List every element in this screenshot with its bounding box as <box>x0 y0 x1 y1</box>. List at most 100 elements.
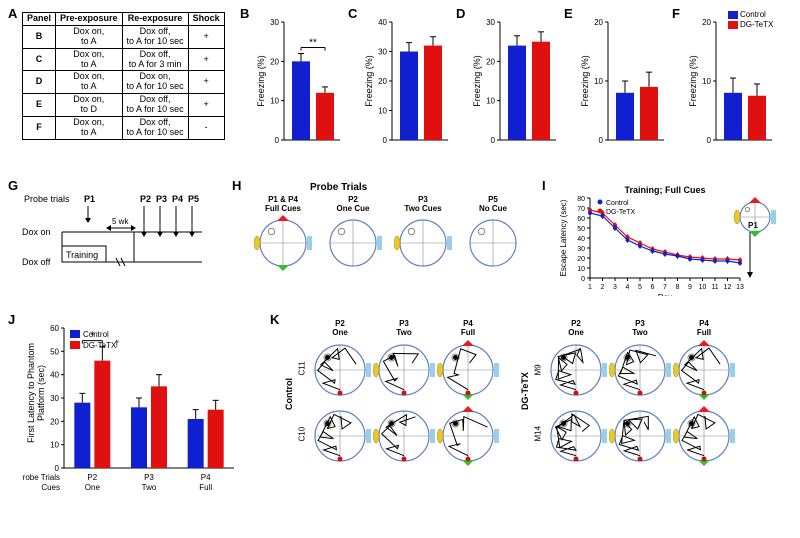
svg-text:0: 0 <box>599 136 604 145</box>
svg-text:13: 13 <box>736 284 744 291</box>
svg-text:8: 8 <box>676 284 680 291</box>
svg-text:One: One <box>85 483 101 492</box>
svg-text:Dox off: Dox off <box>22 257 51 267</box>
legend-bf: Control DG-TeTX <box>728 10 773 31</box>
svg-text:20: 20 <box>486 57 495 66</box>
svg-text:10: 10 <box>50 441 59 450</box>
panel-g-svg: Probe trials P1 P2 P3 P4 P5 Dox on Dox o… <box>22 190 212 280</box>
svg-text:0: 0 <box>491 136 496 145</box>
svg-text:0: 0 <box>275 136 280 145</box>
panel-g-diagram: Probe trials P1 P2 P3 P4 P5 Dox on Dox o… <box>22 190 212 280</box>
panel-a-label: A <box>8 6 17 21</box>
panel-i-label: I <box>542 178 546 193</box>
svg-text:30: 30 <box>50 394 59 403</box>
svg-text:Dox on: Dox on <box>22 227 51 237</box>
svg-text:Training; Full Cues: Training; Full Cues <box>624 185 705 195</box>
svg-text:P4: P4 <box>172 194 183 204</box>
svg-text:*: * <box>90 331 94 342</box>
svg-text:DG-TeTX: DG-TeTX <box>83 341 117 350</box>
svg-text:3: 3 <box>613 284 617 291</box>
panel-k-container: P2OneP3TwoP4FullControlC11C10P2OneP3TwoP… <box>282 320 754 470</box>
svg-text:Freezing (%): Freezing (%) <box>364 55 374 107</box>
svg-text:†: † <box>114 339 119 349</box>
svg-text:2: 2 <box>601 284 605 291</box>
panel-i-chart: Training; Full Cues Control DG-TeTX 0 10 20 30… <box>556 184 792 296</box>
panel-c-label: C <box>348 6 357 21</box>
svg-text:Freezing (%): Freezing (%) <box>256 55 266 107</box>
panel-b-label: B <box>240 6 249 21</box>
svg-text:P2: P2 <box>140 194 151 204</box>
svg-text:9: 9 <box>688 284 692 291</box>
probe-pool-1: P2One Cue <box>318 196 388 274</box>
svg-text:60: 60 <box>50 324 59 333</box>
panel-j-svg: 0102030405060First Latency to PhantomPla… <box>22 318 252 518</box>
svg-text:20: 20 <box>702 18 711 27</box>
svg-text:50: 50 <box>50 347 59 356</box>
svg-text:10: 10 <box>378 107 387 116</box>
svg-text:Freezing (%): Freezing (%) <box>580 55 590 107</box>
svg-text:4: 4 <box>626 284 630 291</box>
svg-text:10: 10 <box>699 284 707 291</box>
panel-a-table-container: PanelPre-exposureRe-exposureShockBDox on… <box>22 12 225 140</box>
panel-e-chart: 0 10 20 Freezing (%) <box>580 12 676 162</box>
panel-f-chart: 0 10 20 Freezing (%) <box>688 12 784 162</box>
svg-text:DG-TeTX: DG-TeTX <box>606 209 636 216</box>
legend-control-swatch <box>728 11 738 19</box>
svg-text:0: 0 <box>383 136 388 145</box>
svg-text:P4: P4 <box>201 473 211 482</box>
panel-k-label: K <box>270 312 279 327</box>
svg-text:20: 20 <box>270 57 279 66</box>
svg-text:12: 12 <box>724 284 732 291</box>
legend-dgtetx-label: DG-TeTX <box>740 20 773 29</box>
svg-text:P1: P1 <box>84 194 95 204</box>
panel-i-svg: Training; Full Cues Control DG-TeTX 0 10 20 30… <box>556 184 792 296</box>
svg-text:Freezing (%): Freezing (%) <box>688 55 698 107</box>
svg-text:6: 6 <box>651 284 655 291</box>
svg-text:Full: Full <box>199 483 212 492</box>
svg-text:1: 1 <box>588 284 592 291</box>
svg-text:10: 10 <box>702 77 711 86</box>
svg-text:First Latency to Phantom: First Latency to Phantom <box>26 343 36 443</box>
svg-text:5 wk: 5 wk <box>112 217 129 226</box>
svg-text:Training: Training <box>66 250 98 260</box>
svg-text:0: 0 <box>581 276 585 283</box>
svg-text:10: 10 <box>270 97 279 106</box>
svg-text:5: 5 <box>638 284 642 291</box>
svg-text:0: 0 <box>707 136 712 145</box>
legend-control-label: Control <box>740 10 766 19</box>
svg-text:Escape Latency (sec): Escape Latency (sec) <box>559 199 568 276</box>
svg-text:10: 10 <box>594 77 603 86</box>
svg-text:**: ** <box>309 37 317 48</box>
panel-d-label: D <box>456 6 465 21</box>
svg-text:30: 30 <box>270 18 279 27</box>
panel-h-label: H <box>232 178 241 193</box>
probe-pool-0: P1 & P4Full Cues <box>248 196 318 274</box>
panel-b-chart: 0 10 20 30 Freezing (%) ** <box>256 12 352 162</box>
experiment-table: PanelPre-exposureRe-exposureShockBDox on… <box>22 12 225 140</box>
svg-text:40: 40 <box>50 371 59 380</box>
svg-text:P2: P2 <box>87 473 97 482</box>
svg-text:70: 70 <box>577 206 585 213</box>
svg-text:20: 20 <box>378 77 387 86</box>
probe-pool-2: P3Two Cues <box>388 196 458 274</box>
svg-text:20: 20 <box>577 256 585 263</box>
panel-h-pools: P1 & P4Full CuesP2One CueP3Two CuesP5No … <box>248 196 528 274</box>
svg-text:Cues: Cues <box>41 483 60 492</box>
svg-text:P1: P1 <box>748 221 758 230</box>
svg-text:P5: P5 <box>188 194 199 204</box>
svg-text:40: 40 <box>577 236 585 243</box>
svg-text:Control: Control <box>606 200 629 207</box>
svg-text:50: 50 <box>577 226 585 233</box>
panel-g-label: G <box>8 178 18 193</box>
g-probe-label: Probe trials <box>24 194 70 204</box>
svg-text:7: 7 <box>663 284 667 291</box>
svg-text:Day: Day <box>658 293 672 296</box>
svg-text:20: 20 <box>594 18 603 27</box>
panel-h-title: Probe Trials <box>310 182 367 193</box>
panel-c-chart: 010203040Freezing (%) <box>364 12 460 162</box>
svg-text:Platform (sec): Platform (sec) <box>36 365 46 421</box>
legend-dgtetx-swatch <box>728 21 738 29</box>
svg-text:11: 11 <box>711 284 718 291</box>
svg-text:30: 30 <box>577 246 585 253</box>
panel-d-chart: 0102030Freezing (%) <box>472 12 568 162</box>
